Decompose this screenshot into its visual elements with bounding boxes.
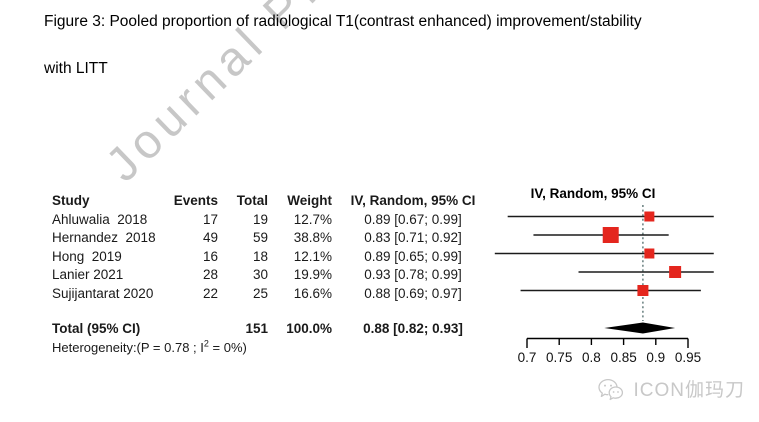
total-weight-value: 100.0% — [286, 321, 332, 336]
study-column-header: Study — [52, 193, 90, 208]
weight-column-header: Weight — [287, 193, 332, 208]
weight-value: 16.6% — [293, 285, 332, 301]
ci-value: 0.83 [0.71; 0.92] — [364, 230, 462, 245]
events-value: 22 — [202, 285, 218, 301]
events-value: 17 — [202, 211, 218, 227]
total-value: 25 — [252, 285, 268, 301]
ci-value: 0.89 [0.65; 0.99] — [364, 248, 462, 264]
x-axis-tick-label: 0.75 — [546, 350, 572, 365]
study-estimate-square — [644, 211, 655, 222]
weight-value: 12.1% — [293, 248, 332, 264]
x-axis-tick-label: 0.9 — [646, 350, 665, 365]
study-row: Hernandez 2018 49 59 38.8% 0.83 [0.71; 0.92] — [52, 228, 512, 247]
study-name: Lanier 2021 — [52, 267, 124, 282]
weight-value: 12.7% — [293, 211, 332, 227]
events-value: 49 — [202, 230, 218, 245]
weight-value: 38.8% — [293, 230, 332, 245]
ci-value: 0.89 [0.67; 0.99] — [364, 211, 462, 227]
total-label: Total (95% CI) — [52, 321, 141, 336]
ci-value: 0.88 [0.69; 0.97] — [364, 285, 462, 301]
total-value: 19 — [252, 211, 268, 227]
study-name: Hernandez 2018 — [52, 230, 156, 245]
figure-caption-line1: Figure 3: Pooled proportion of radiologi… — [44, 13, 642, 30]
heterogeneity-note: Heterogeneity:(P = 0.78 ; I2 = 0%) — [52, 338, 247, 355]
x-axis-tick-label: 0.95 — [675, 350, 701, 365]
study-row: Hong 2019 16 18 12.1% 0.89 [0.65; 0.99] — [52, 247, 512, 266]
heterogeneity-superscript: 2 — [203, 338, 209, 349]
x-axis-tick-label: 0.85 — [610, 350, 636, 365]
study-estimate-square — [637, 285, 649, 296]
study-estimate-square — [602, 227, 619, 243]
total-row: Total (95% CI) 151 100.0% 0.88 [0.82; 0.93] — [52, 319, 512, 338]
study-estimate-square — [644, 248, 655, 259]
total-value: 30 — [252, 267, 268, 282]
ci-column-header: IV, Random, 95% CI — [350, 193, 476, 208]
pooled-diamond — [604, 322, 676, 334]
x-axis-tick-label: 0.8 — [582, 350, 601, 365]
ci-value: 0.93 [0.78; 0.99] — [364, 267, 462, 282]
study-row: Lanier 2021 28 30 19.9% 0.93 [0.78; 0.99] — [52, 265, 512, 284]
brand-watermark: ICON伽玛刀 — [597, 375, 745, 402]
study-name: Hong 2019 — [52, 248, 122, 264]
total-column-header: Total — [236, 193, 268, 208]
x-axis-tick-label: 0.7 — [518, 350, 537, 365]
heterogeneity-text: Heterogeneity:(P = 0.78 ; I — [52, 340, 204, 355]
study-name: Ahluwalia 2018 — [52, 211, 148, 227]
table-header-row: Study Events Total Weight IV, Random, 95… — [52, 191, 512, 210]
heterogeneity-text-suffix: = 0%) — [208, 340, 247, 355]
events-column-header: Events — [173, 193, 218, 208]
plot-marks: 0.7 0.75 0.8 0.85 0.9 0.95 — [494, 205, 714, 365]
brand-name: ICON伽玛刀 — [633, 380, 745, 401]
events-value: 28 — [202, 267, 218, 282]
study-estimate-square — [669, 266, 682, 278]
events-value: 16 — [202, 248, 218, 264]
plot-column-header: IV, Random, 95% CI — [531, 186, 656, 201]
total-value: 18 — [252, 248, 268, 264]
study-name: Sujijantarat 2020 — [52, 285, 154, 301]
figure-caption-line2: with LITT — [44, 60, 108, 77]
total-value: 59 — [252, 230, 268, 245]
total-ci-value: 0.88 [0.82; 0.93] — [363, 321, 463, 336]
study-row: Sujijantarat 2020 22 25 16.6% 0.88 [0.69; 0.… — [52, 284, 512, 303]
total-n-value: 151 — [245, 321, 268, 336]
wechat-icon — [598, 378, 624, 400]
study-row: Ahluwalia 2018 17 19 12.7% 0.89 [0.67; 0.99] — [52, 210, 512, 229]
weight-value: 19.9% — [293, 267, 332, 282]
